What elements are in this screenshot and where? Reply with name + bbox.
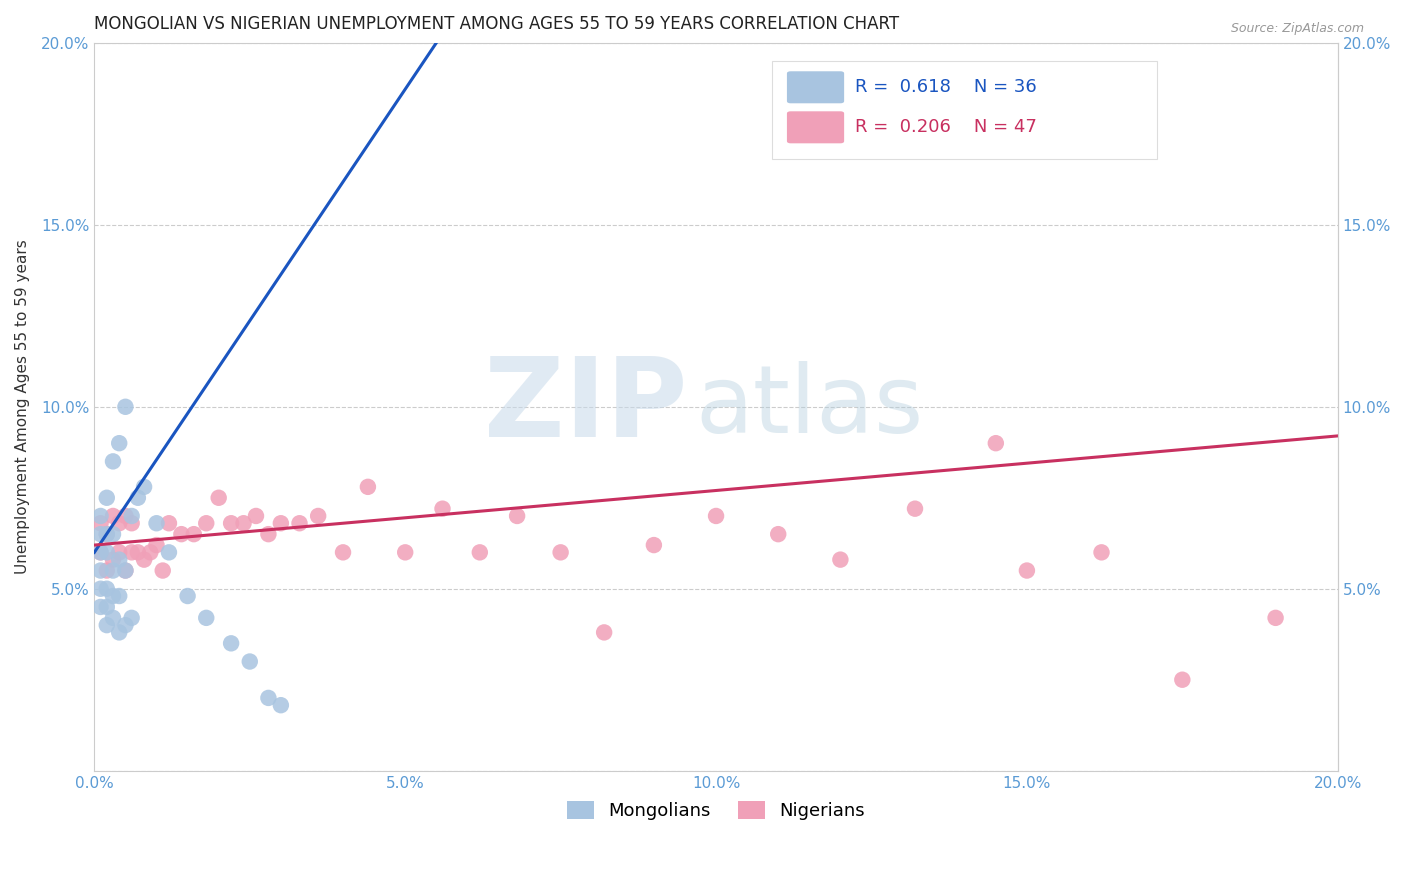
Point [101, 508, 124, 523]
Point [96, 618, 118, 632]
Point [96, 491, 118, 505]
Point [114, 508, 136, 523]
Point [145, 538, 167, 552]
Point [307, 508, 329, 523]
Point [157, 516, 180, 531]
Point [357, 480, 380, 494]
Point [145, 516, 167, 531]
Point [432, 501, 454, 516]
Point [108, 589, 131, 603]
Point [593, 625, 616, 640]
Point [90, 545, 112, 559]
Point [90, 582, 112, 596]
Point [257, 527, 280, 541]
Point [90, 516, 112, 531]
Point [101, 454, 124, 468]
Point [101, 611, 124, 625]
Point [90, 599, 112, 614]
Point [114, 564, 136, 578]
Point [830, 552, 852, 566]
Text: ZIP: ZIP [484, 353, 688, 460]
Point [195, 611, 218, 625]
Point [101, 527, 124, 541]
Point [643, 538, 665, 552]
Point [245, 508, 267, 523]
Point [239, 655, 262, 669]
Point [157, 545, 180, 559]
Point [332, 545, 354, 559]
Point [96, 527, 118, 541]
Point [550, 545, 572, 559]
Point [506, 508, 529, 523]
Point [1171, 673, 1194, 687]
Y-axis label: Unemployment Among Ages 55 to 59 years: Unemployment Among Ages 55 to 59 years [15, 239, 30, 574]
Text: Source: ZipAtlas.com: Source: ZipAtlas.com [1230, 22, 1364, 36]
Point [394, 545, 416, 559]
Point [121, 508, 143, 523]
Point [114, 564, 136, 578]
Point [132, 480, 155, 494]
Point [96, 564, 118, 578]
Point [139, 545, 162, 559]
Point [704, 508, 727, 523]
Point [90, 527, 112, 541]
Text: R =  0.206    N = 47: R = 0.206 N = 47 [855, 119, 1038, 136]
Point [183, 527, 205, 541]
Point [152, 564, 174, 578]
Point [904, 501, 927, 516]
Point [270, 516, 292, 531]
Text: R =  0.618    N = 36: R = 0.618 N = 36 [855, 78, 1038, 96]
Point [121, 611, 143, 625]
Point [108, 625, 131, 640]
FancyBboxPatch shape [772, 61, 1157, 160]
Point [1090, 545, 1112, 559]
FancyBboxPatch shape [787, 71, 844, 103]
Point [108, 516, 131, 531]
Point [768, 527, 790, 541]
Point [219, 636, 242, 650]
Point [121, 545, 143, 559]
Point [1264, 611, 1286, 625]
Point [1015, 564, 1038, 578]
Point [96, 582, 118, 596]
Text: MONGOLIAN VS NIGERIAN UNEMPLOYMENT AMONG AGES 55 TO 59 YEARS CORRELATION CHART: MONGOLIAN VS NIGERIAN UNEMPLOYMENT AMONG… [94, 15, 900, 33]
Point [270, 698, 292, 713]
Point [101, 552, 124, 566]
Point [127, 491, 149, 505]
Point [132, 552, 155, 566]
Point [90, 545, 112, 559]
Point [108, 552, 131, 566]
Point [114, 618, 136, 632]
Point [96, 599, 118, 614]
Point [96, 545, 118, 559]
Legend: Mongolians, Nigerians: Mongolians, Nigerians [560, 793, 872, 827]
Point [108, 436, 131, 450]
Point [170, 527, 193, 541]
Point [195, 516, 218, 531]
Point [219, 516, 242, 531]
FancyBboxPatch shape [787, 112, 844, 144]
Point [257, 690, 280, 705]
Point [108, 545, 131, 559]
Point [114, 400, 136, 414]
Point [288, 516, 311, 531]
Point [101, 564, 124, 578]
Point [90, 564, 112, 578]
Point [121, 516, 143, 531]
Point [468, 545, 491, 559]
Point [127, 545, 149, 559]
Point [984, 436, 1007, 450]
Point [90, 508, 112, 523]
Point [101, 589, 124, 603]
Point [96, 527, 118, 541]
Point [208, 491, 231, 505]
Point [176, 589, 198, 603]
Text: atlas: atlas [695, 360, 924, 453]
Point [232, 516, 254, 531]
